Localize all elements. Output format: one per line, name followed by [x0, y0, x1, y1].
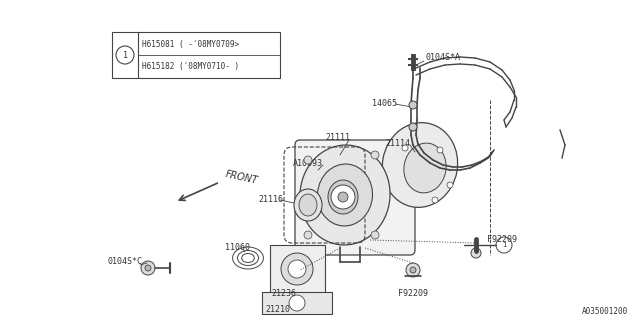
Circle shape: [281, 253, 313, 285]
Bar: [270, 245, 325, 293]
Ellipse shape: [300, 145, 390, 245]
Text: FRONT: FRONT: [224, 170, 259, 186]
Circle shape: [410, 267, 416, 273]
Circle shape: [406, 263, 420, 277]
Text: 21114: 21114: [385, 139, 410, 148]
Ellipse shape: [317, 164, 372, 226]
Text: F92209: F92209: [487, 236, 517, 244]
Text: 1: 1: [502, 242, 506, 248]
Circle shape: [304, 156, 312, 164]
FancyBboxPatch shape: [295, 140, 415, 255]
Text: H615081 ( -'08MY0709>: H615081 ( -'08MY0709>: [142, 41, 239, 50]
Text: F92209: F92209: [398, 289, 428, 298]
Circle shape: [409, 123, 417, 131]
Text: 11060: 11060: [225, 243, 250, 252]
Text: A035001200: A035001200: [582, 308, 628, 316]
Circle shape: [331, 185, 355, 209]
Ellipse shape: [382, 123, 458, 207]
Circle shape: [402, 145, 408, 151]
Circle shape: [304, 231, 312, 239]
Circle shape: [496, 237, 512, 253]
Text: 1: 1: [122, 51, 127, 60]
Circle shape: [145, 265, 151, 271]
Text: 0104S*A: 0104S*A: [425, 53, 460, 62]
Text: 21116: 21116: [258, 195, 283, 204]
Circle shape: [471, 248, 481, 258]
Text: A10693: A10693: [293, 158, 323, 167]
Circle shape: [409, 101, 417, 109]
Circle shape: [371, 151, 379, 159]
Circle shape: [371, 231, 379, 239]
Circle shape: [289, 295, 305, 311]
Bar: [112, 32, 280, 78]
Circle shape: [432, 197, 438, 203]
Circle shape: [288, 260, 306, 278]
Circle shape: [338, 192, 348, 202]
Circle shape: [141, 261, 155, 275]
Ellipse shape: [404, 143, 446, 193]
Ellipse shape: [328, 180, 358, 214]
Circle shape: [437, 147, 443, 153]
Ellipse shape: [299, 194, 317, 216]
Circle shape: [116, 46, 134, 64]
Text: 0104S*C: 0104S*C: [108, 258, 143, 267]
Bar: [262, 292, 332, 314]
Circle shape: [447, 182, 453, 188]
Text: H615182 ('08MY0710- ): H615182 ('08MY0710- ): [142, 62, 239, 71]
Text: 21210: 21210: [265, 306, 290, 315]
Text: 21111: 21111: [325, 133, 350, 142]
Text: 21236: 21236: [271, 289, 296, 298]
Text: 14065: 14065: [372, 99, 397, 108]
Ellipse shape: [294, 189, 322, 221]
